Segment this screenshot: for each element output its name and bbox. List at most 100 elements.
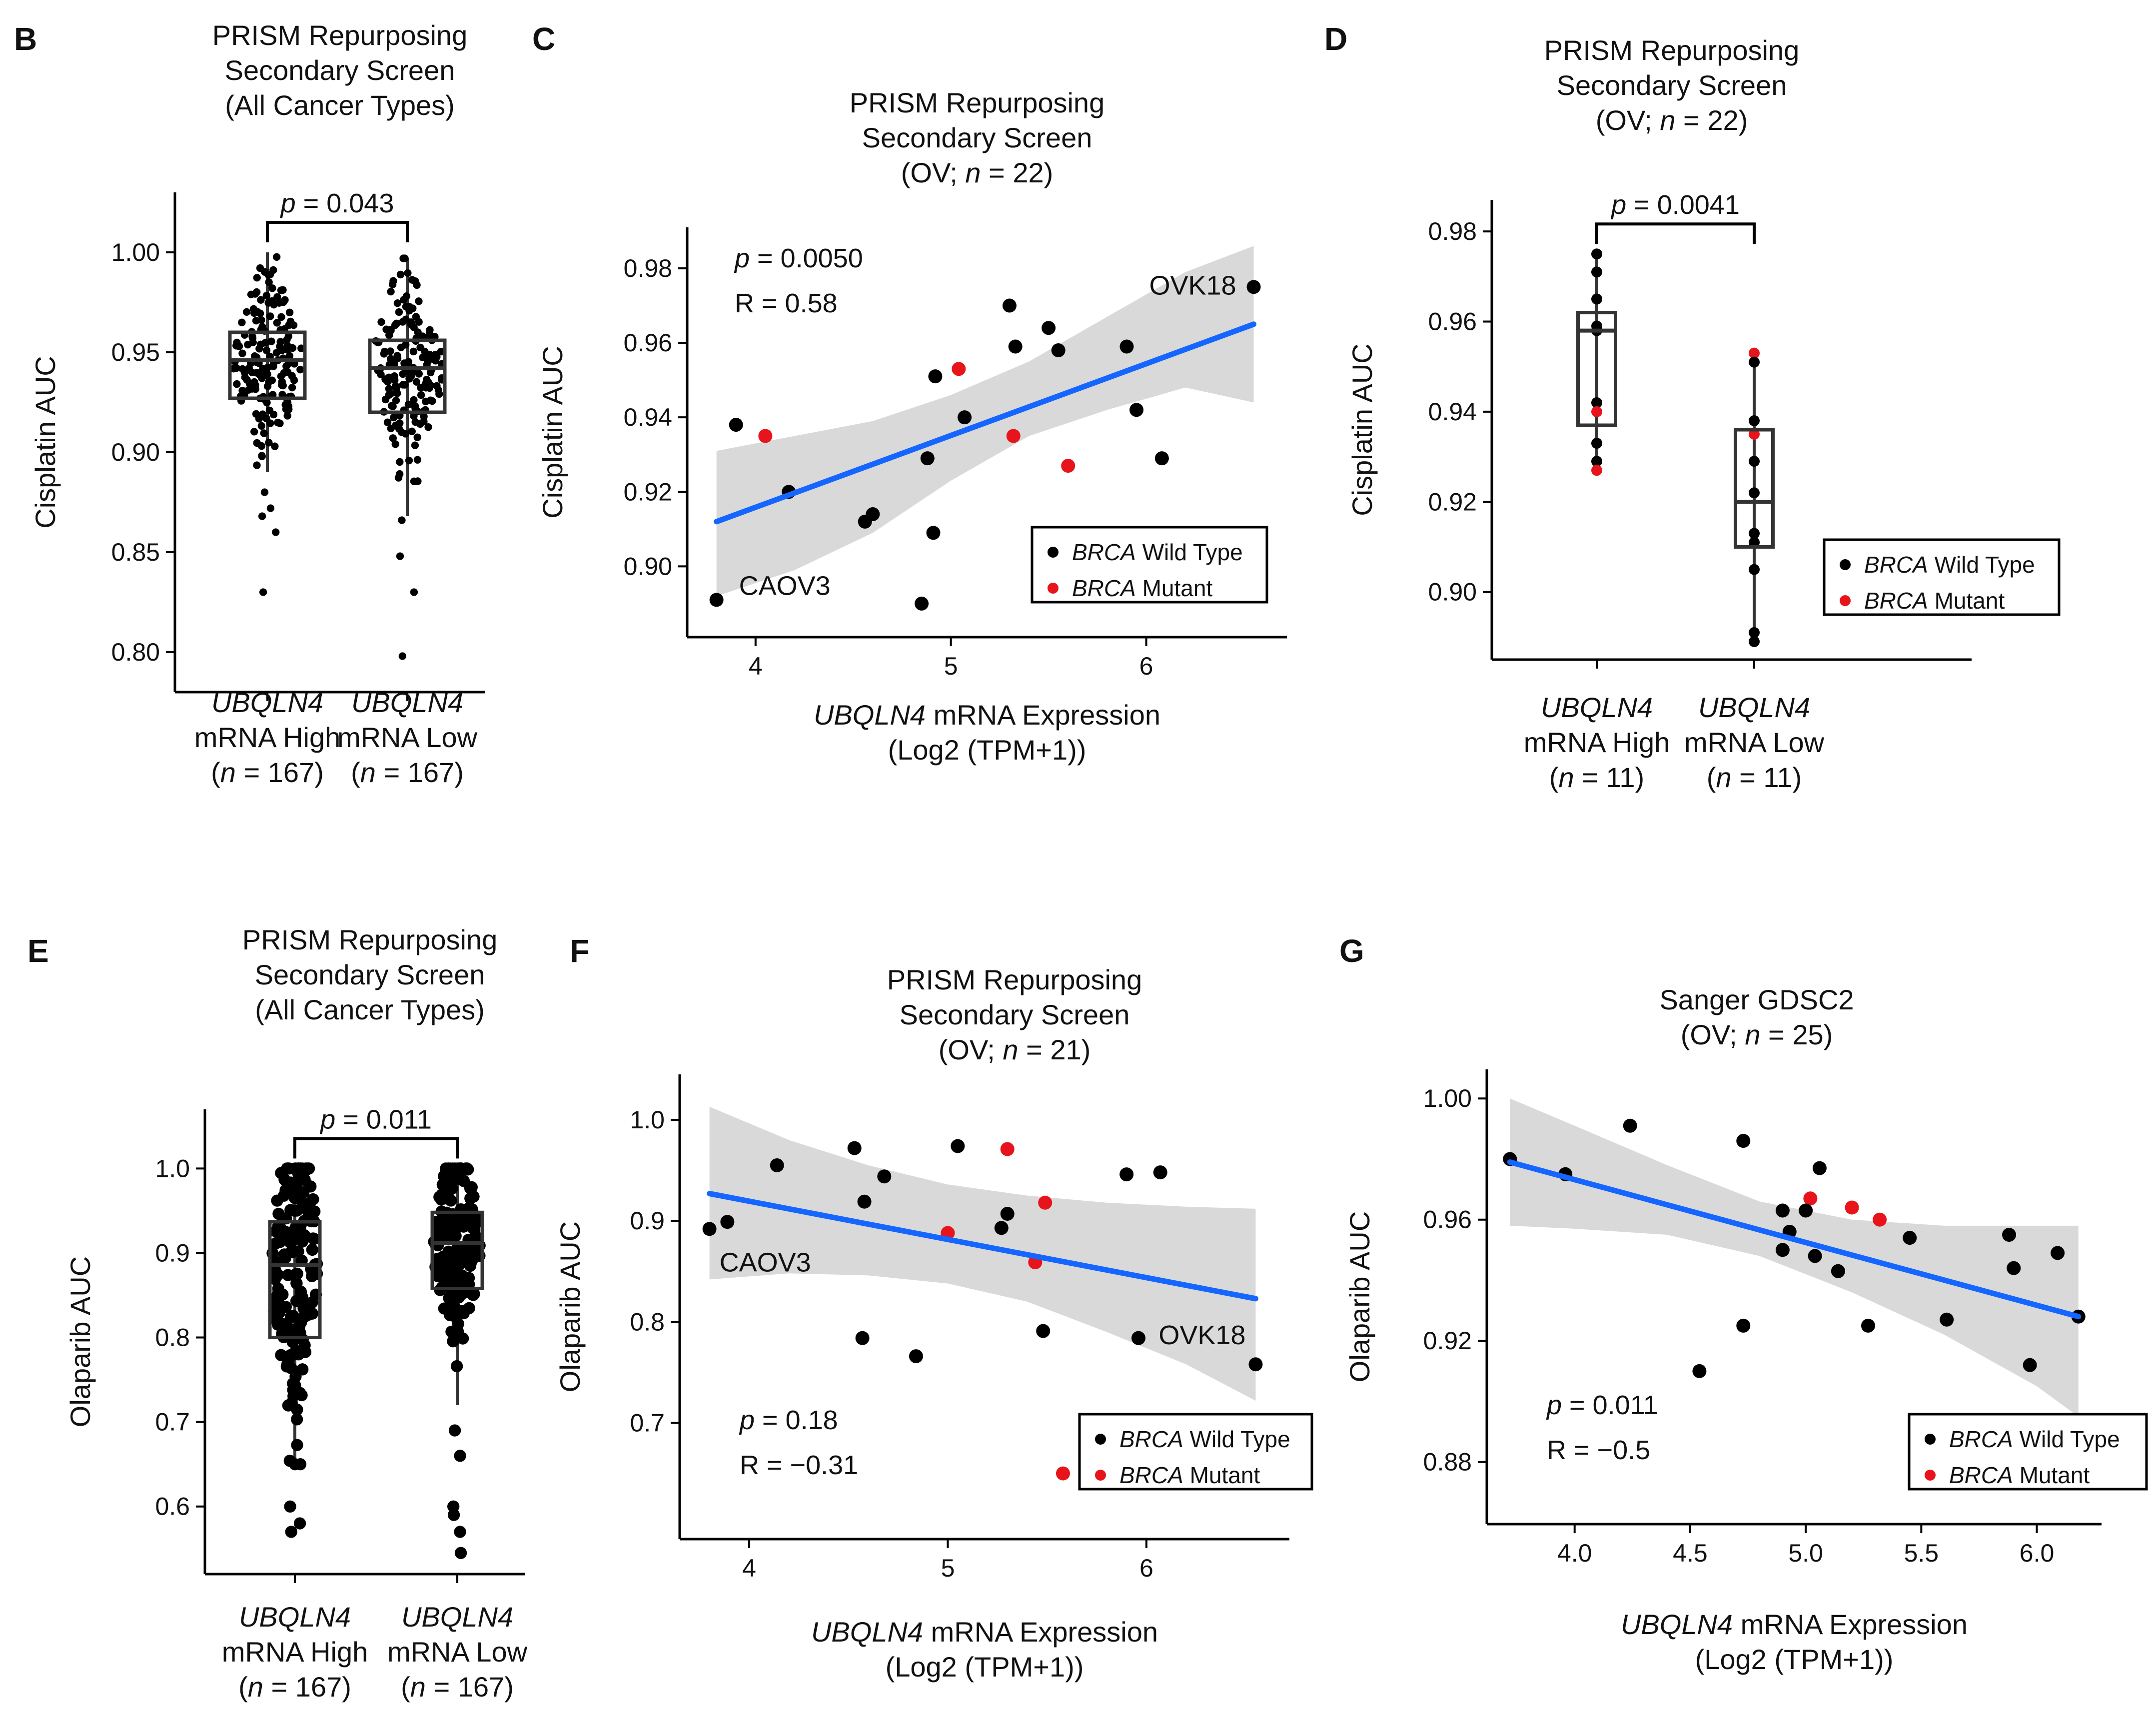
legend-label-D-0: BRCA Wild Type xyxy=(1864,552,2035,578)
chart-title-F-1-part-0: Secondary Screen xyxy=(900,999,1130,1030)
y-tick-label-F-2: 0.9 xyxy=(630,1207,665,1235)
data-point-C-14 xyxy=(1154,451,1169,466)
legend-label-C-1-part-0: BRCA xyxy=(1072,575,1136,601)
y-tick-label-D-2: 0.94 xyxy=(1428,398,1477,426)
data-point-G-13 xyxy=(1775,1243,1790,1257)
point-annotation-C-0: OVK18 xyxy=(1149,270,1236,300)
box-point-B-0-96 xyxy=(238,386,246,395)
box-point-B-1-111 xyxy=(409,347,418,356)
box-point-E-0-157 xyxy=(289,1379,301,1392)
box-point-B-1-18 xyxy=(396,270,405,279)
category-label-E-0-1-part-0: mRNA High xyxy=(222,1636,368,1668)
y-axis-label-F: Olaparib AUC xyxy=(554,1221,586,1392)
y-tick-label-C-4: 0.98 xyxy=(624,254,672,282)
box-point-E-0-105 xyxy=(282,1269,294,1281)
y-tick-label-C-2: 0.94 xyxy=(624,403,672,431)
box-point-B-0-166 xyxy=(260,488,269,496)
category-label-D-0-0: UBQLN4 xyxy=(1541,692,1653,723)
box-point-D-1-5 xyxy=(1749,487,1760,499)
box-point-B-1-119 xyxy=(411,441,419,449)
box-point-E-0-154 xyxy=(307,1232,319,1245)
x-axis-label2-G: (Log2 (TPM+1)) xyxy=(1695,1644,1894,1675)
box-point-E-1-150 xyxy=(449,1230,462,1242)
x-tick-label-F-2: 6 xyxy=(1139,1554,1153,1582)
box-point-B-0-44 xyxy=(238,318,246,327)
category-label-B-0-1-part-0: mRNA High xyxy=(194,722,341,753)
p-value-E: p = 0.011 xyxy=(319,1104,432,1134)
data-point-F-15 xyxy=(1036,1324,1051,1338)
box-point-E-0-55 xyxy=(291,1439,303,1451)
chart-title-D-0-part-0: PRISM Repurposing xyxy=(1544,34,1799,66)
data-point-G-0 xyxy=(1623,1118,1637,1133)
category-label-D-1-1: mRNA Low xyxy=(1684,727,1825,758)
panel-C: C PRISM Repurposing Secondary Screen (OV; n… xyxy=(532,21,1287,766)
box-point-B-0-156 xyxy=(249,338,257,346)
data-point-G-18 xyxy=(1940,1312,1954,1327)
box-point-B-1-122 xyxy=(390,360,398,368)
point-annotation-C-1: CAOV3 xyxy=(739,571,831,601)
data-point-G-14 xyxy=(2051,1246,2065,1260)
data-point-C-7 xyxy=(952,362,966,376)
box-point-B-1-165 xyxy=(396,552,404,560)
box-point-E-0-126 xyxy=(291,1403,303,1416)
chart-title-G-1: (OV; n = 25) xyxy=(1681,1019,1833,1050)
p-value-D-part-0: p xyxy=(1610,190,1626,220)
y-axis-label-B: Cisplatin AUC xyxy=(29,356,61,528)
category-label-E-0-2-part-1: n xyxy=(248,1671,263,1703)
legend-label-D-1-part-0: BRCA xyxy=(1864,588,1928,614)
category-label-E-1-2: (n = 167) xyxy=(401,1671,514,1703)
box-point-B-1-127 xyxy=(383,418,392,426)
box-point-B-1-113 xyxy=(410,477,418,485)
category-label-E-0-0: UBQLN4 xyxy=(239,1601,351,1633)
y-tick-label-G-0: 0.88 xyxy=(1423,1448,1472,1476)
box-point-B-1-82 xyxy=(401,341,410,349)
legend-label-D-0-part-0: BRCA xyxy=(1864,552,1928,578)
box-point-B-0-163 xyxy=(272,528,280,536)
box-E-0 xyxy=(268,1220,322,1340)
chart-title-B-0-part-0: PRISM Repurposing xyxy=(212,19,467,51)
legend-label-C-1: BRCA Mutant xyxy=(1072,575,1212,601)
data-point-C-8 xyxy=(1129,403,1144,417)
y-tick-label-C-0: 0.90 xyxy=(624,552,672,580)
chart-title-B-0: PRISM Repurposing xyxy=(212,19,467,51)
category-label-B-1-2-part-0: ( xyxy=(351,757,360,788)
data-point-F-20 xyxy=(1056,1466,1070,1481)
box-point-E-0-119 xyxy=(296,1312,309,1325)
data-point-F-3 xyxy=(770,1158,784,1172)
box-point-E-1-153 xyxy=(439,1176,452,1189)
box-point-B-0-126 xyxy=(263,382,272,390)
box-point-B-0-150 xyxy=(276,419,284,427)
category-label-B-1-0: UBQLN4 xyxy=(351,687,463,718)
box-point-E-1-164 xyxy=(447,1500,460,1513)
legend-G xyxy=(1908,1413,2148,1491)
p-value-D-part-1: = 0.0041 xyxy=(1626,190,1740,220)
box-point-B-0-14 xyxy=(260,429,268,437)
y-tick-label-B-4: 1.00 xyxy=(111,238,160,266)
y-tick-label-C-3: 0.96 xyxy=(624,329,672,357)
category-label-E-0-2-part-2: = 167) xyxy=(263,1671,351,1703)
p-value-B-part-0: p xyxy=(280,188,296,218)
box-point-B-0-88 xyxy=(285,405,293,413)
box-point-E-0-88 xyxy=(271,1194,283,1207)
x-axis-label-F-part-0: UBQLN4 xyxy=(811,1616,923,1648)
y-tick-label-G-1: 0.92 xyxy=(1423,1327,1472,1355)
box-point-B-0-135 xyxy=(283,412,291,420)
box-point-B-0-129 xyxy=(252,288,261,296)
data-point-G-5 xyxy=(1803,1191,1818,1206)
category-label-E-0-2-part-0: ( xyxy=(238,1671,248,1703)
box-point-D-1-9 xyxy=(1749,627,1760,638)
box-point-B-0-131 xyxy=(250,428,258,436)
data-point-C-3 xyxy=(1008,339,1023,354)
box-point-B-0-106 xyxy=(253,274,261,282)
x-axis-label-C: UBQLN4 mRNA Expression xyxy=(814,699,1160,731)
category-label-E-0-2: (n = 167) xyxy=(238,1671,351,1703)
category-label-D-0-0-part-0: UBQLN4 xyxy=(1541,692,1653,723)
box-point-E-1-76 xyxy=(452,1317,464,1330)
chart-title-G-0: Sanger GDSC2 xyxy=(1659,984,1854,1015)
chart-title-D-2-part-2: = 22) xyxy=(1676,104,1748,136)
chart-title-D-0: PRISM Repurposing xyxy=(1544,34,1799,66)
legend-label-G-0-part-1: Wild Type xyxy=(2013,1426,2120,1452)
box-point-B-1-109 xyxy=(387,390,395,398)
box-point-B-0-76 xyxy=(242,308,251,316)
category-label-B-0-0: UBQLN4 xyxy=(211,687,323,718)
